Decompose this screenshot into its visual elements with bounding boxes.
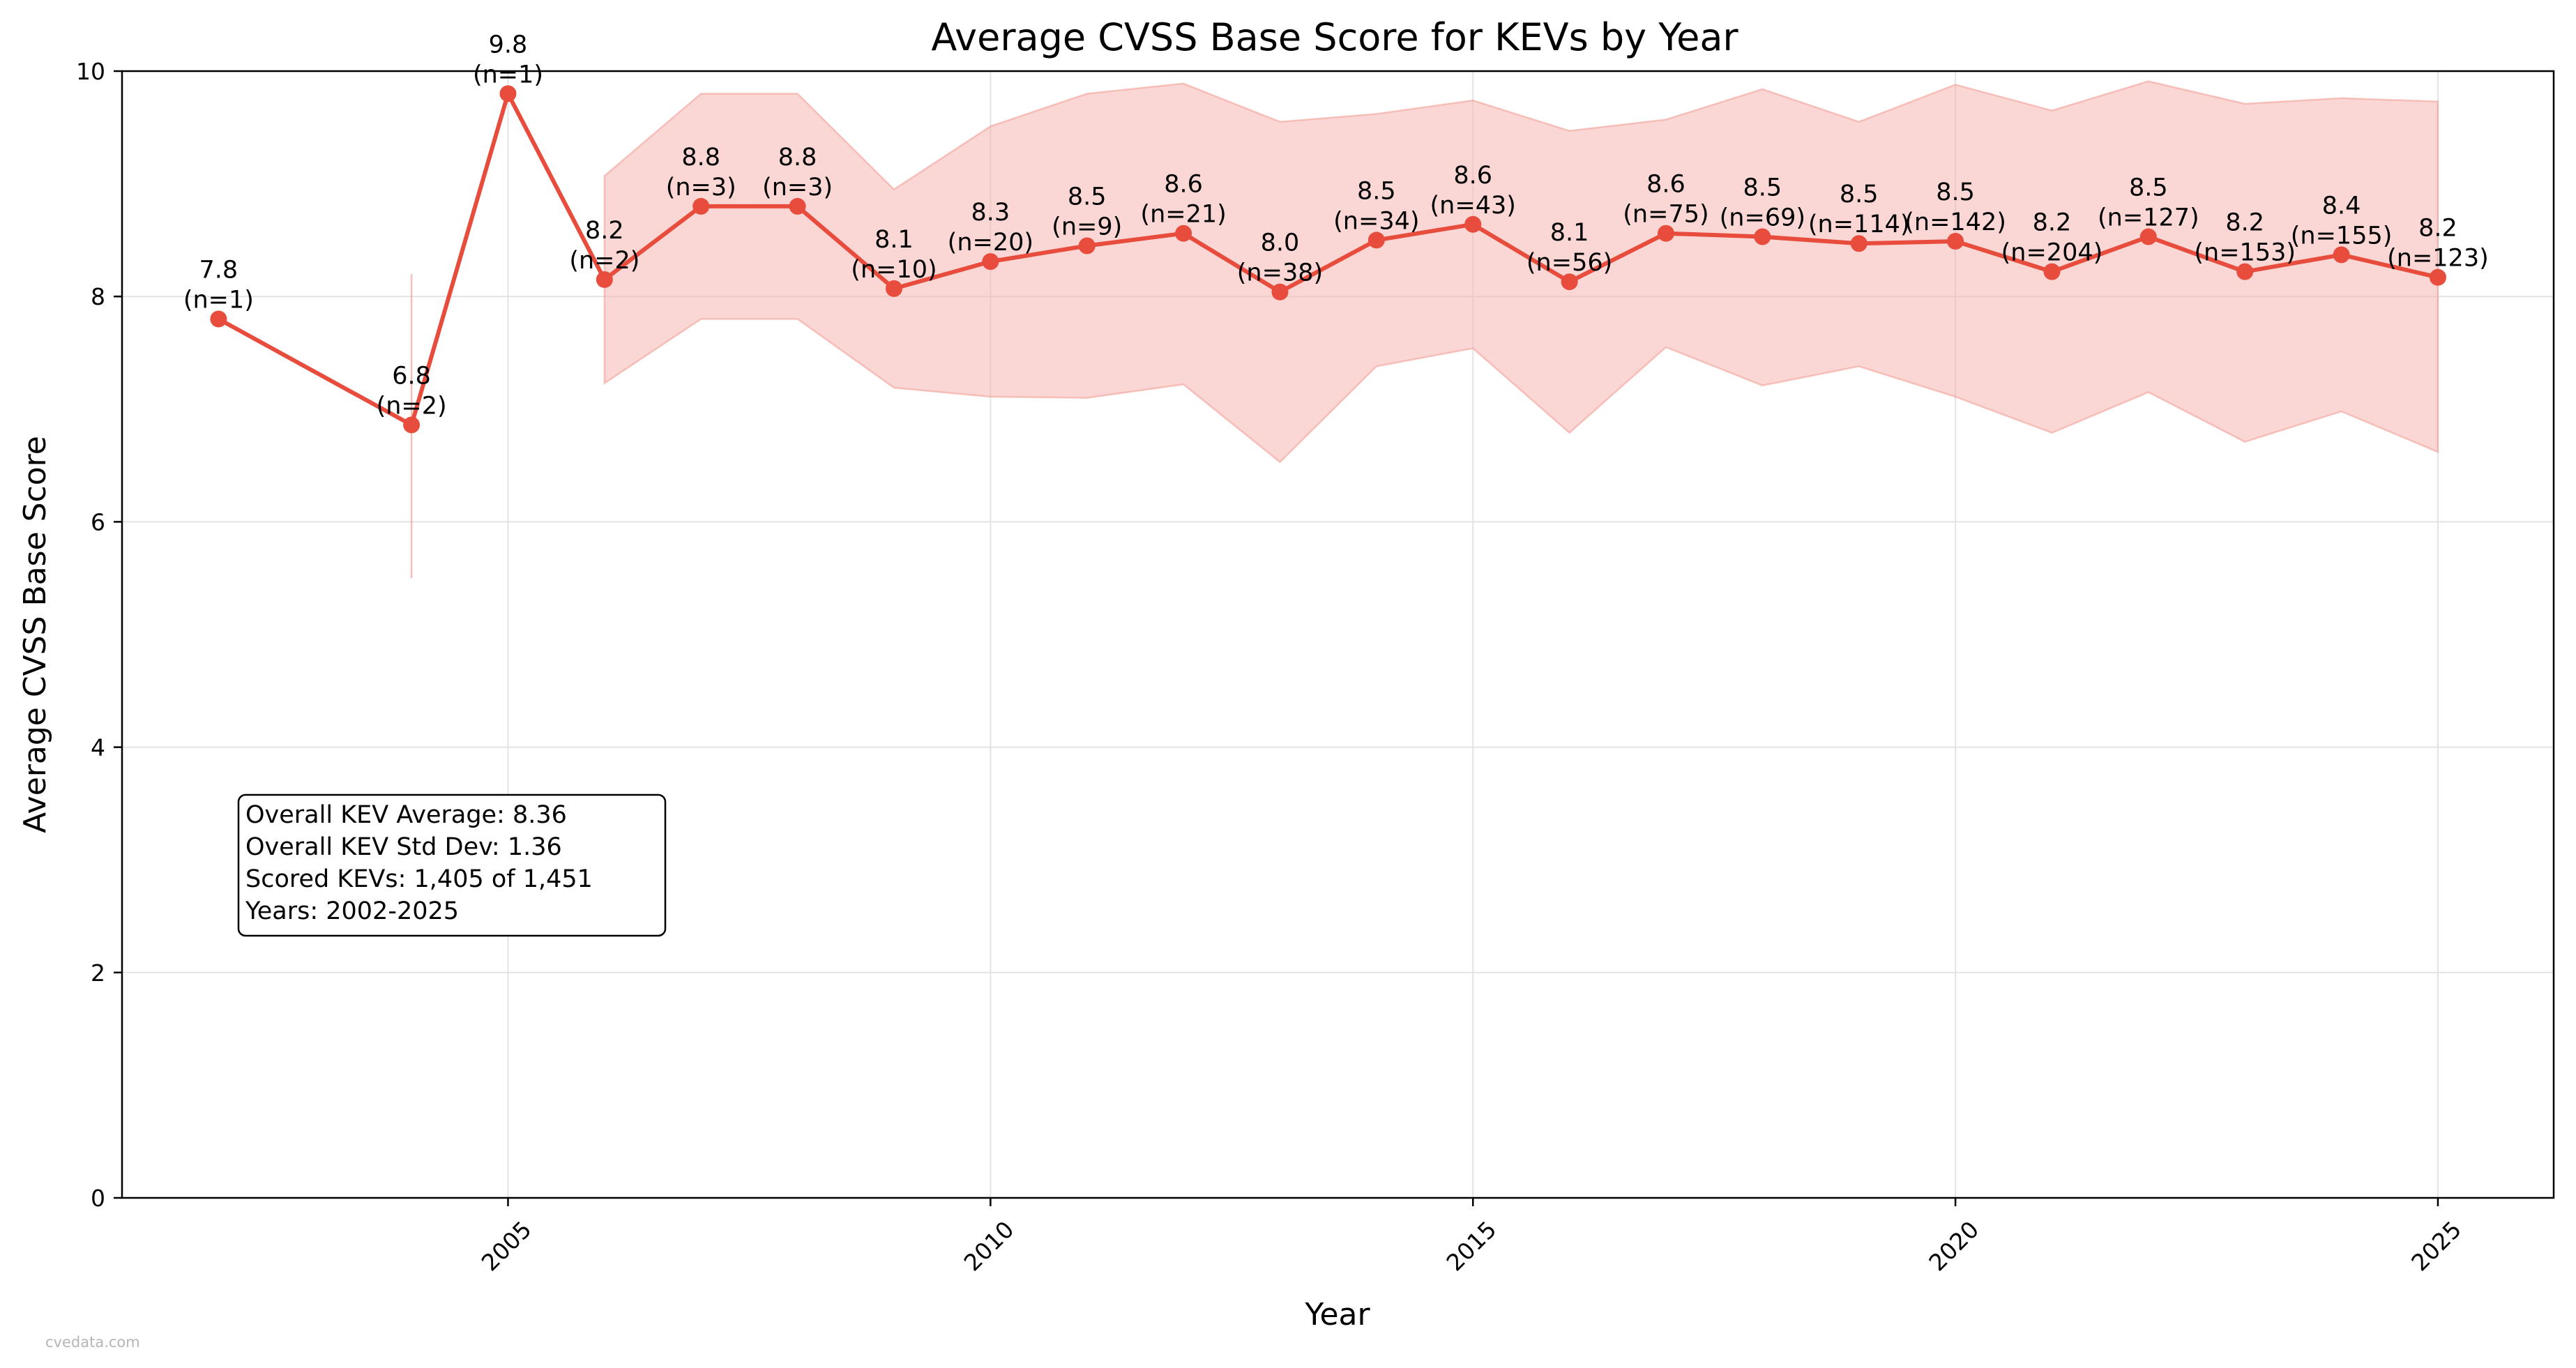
data-point <box>596 271 613 288</box>
data-label: 8.6 (n=43) <box>1430 162 1516 220</box>
data-point <box>1367 231 1385 249</box>
data-label: 8.2 (n=2) <box>569 217 639 275</box>
data-label: 7.8 (n=1) <box>183 257 254 314</box>
data-point <box>1464 215 1482 233</box>
data-label: 8.2 (n=123) <box>2387 215 2489 273</box>
watermark: cvedata.com <box>45 1334 140 1351</box>
data-point <box>2043 263 2061 280</box>
data-point <box>1850 235 1867 252</box>
stats-average: Overall KEV Average: 8.36 <box>245 801 567 829</box>
data-label: 6.8 (n=2) <box>377 362 447 420</box>
series-line <box>210 85 2446 434</box>
data-point <box>2333 246 2350 264</box>
data-label: 8.5 (n=9) <box>1052 183 1122 241</box>
x-axis-label: Year <box>1304 1297 1370 1332</box>
data-label: 8.2 (n=204) <box>2001 209 2103 267</box>
std-dev-band <box>410 80 2439 579</box>
data-point <box>1947 233 1964 250</box>
data-label: 8.6 (n=75) <box>1623 171 1709 229</box>
data-label: 8.1 (n=10) <box>851 226 937 284</box>
data-point <box>1754 228 1771 245</box>
data-label: 9.8 (n=1) <box>473 31 543 89</box>
data-point <box>2429 268 2446 286</box>
data-label: 8.5 (n=142) <box>1904 178 2006 236</box>
chart-title: Average CVSS Base Score for KEVs by Year <box>931 15 1738 59</box>
data-label: 8.6 (n=21) <box>1140 171 1226 229</box>
stats-years: Years: 2002-2025 <box>245 897 459 925</box>
data-label: 8.5 (n=127) <box>2098 174 2199 232</box>
data-point <box>692 197 710 215</box>
data-point <box>982 253 999 271</box>
y-tick-label: 8 <box>91 283 105 310</box>
y-tick-label: 0 <box>91 1185 105 1212</box>
data-label: 8.0 (n=38) <box>1237 229 1323 287</box>
data-point <box>499 85 517 102</box>
data-label: 8.8 (n=3) <box>762 144 833 202</box>
data-point <box>2139 228 2157 245</box>
data-label: 8.2 (n=153) <box>2194 209 2296 267</box>
stats-scored-kevs: Scored KEVs: 1,405 of 1,451 <box>245 865 593 893</box>
data-point <box>1561 273 1578 291</box>
stats-std-dev: Overall KEV Std Dev: 1.36 <box>245 833 562 861</box>
y-axis-label: Average CVSS Base Score <box>17 436 53 833</box>
data-label: 8.4 (n=155) <box>2291 192 2393 250</box>
data-labels: 7.8 (n=1) 6.8 (n=2) 9.8 (n=1) 8.2 (n=2) 8.8 (n=3)… <box>183 31 2489 420</box>
data-label: 8.1 (n=56) <box>1526 219 1612 277</box>
data-point <box>2236 263 2254 280</box>
std-dev-band-area <box>603 80 2439 464</box>
data-point <box>1271 283 1289 301</box>
data-point <box>1175 225 1192 242</box>
data-point <box>210 310 227 328</box>
data-point <box>885 280 902 297</box>
data-label: 8.3 (n=20) <box>948 199 1033 257</box>
data-point <box>1078 237 1096 254</box>
data-label: 8.8 (n=3) <box>666 144 736 202</box>
data-label: 8.5 (n=114) <box>1808 181 1910 238</box>
y-tick-label: 10 <box>76 58 105 85</box>
data-point <box>789 197 806 215</box>
data-point <box>403 416 421 434</box>
y-tick-label: 4 <box>91 734 105 761</box>
y-tick-label: 6 <box>91 508 105 535</box>
data-point <box>1657 225 1674 242</box>
data-label: 8.5 (n=69) <box>1720 174 1805 232</box>
stats-box: Overall KEV Average: 8.36 Overall KEV St… <box>237 793 667 937</box>
data-label: 8.5 (n=34) <box>1333 177 1419 235</box>
plot-frame <box>121 70 2555 1199</box>
y-tick-label: 2 <box>91 959 105 987</box>
